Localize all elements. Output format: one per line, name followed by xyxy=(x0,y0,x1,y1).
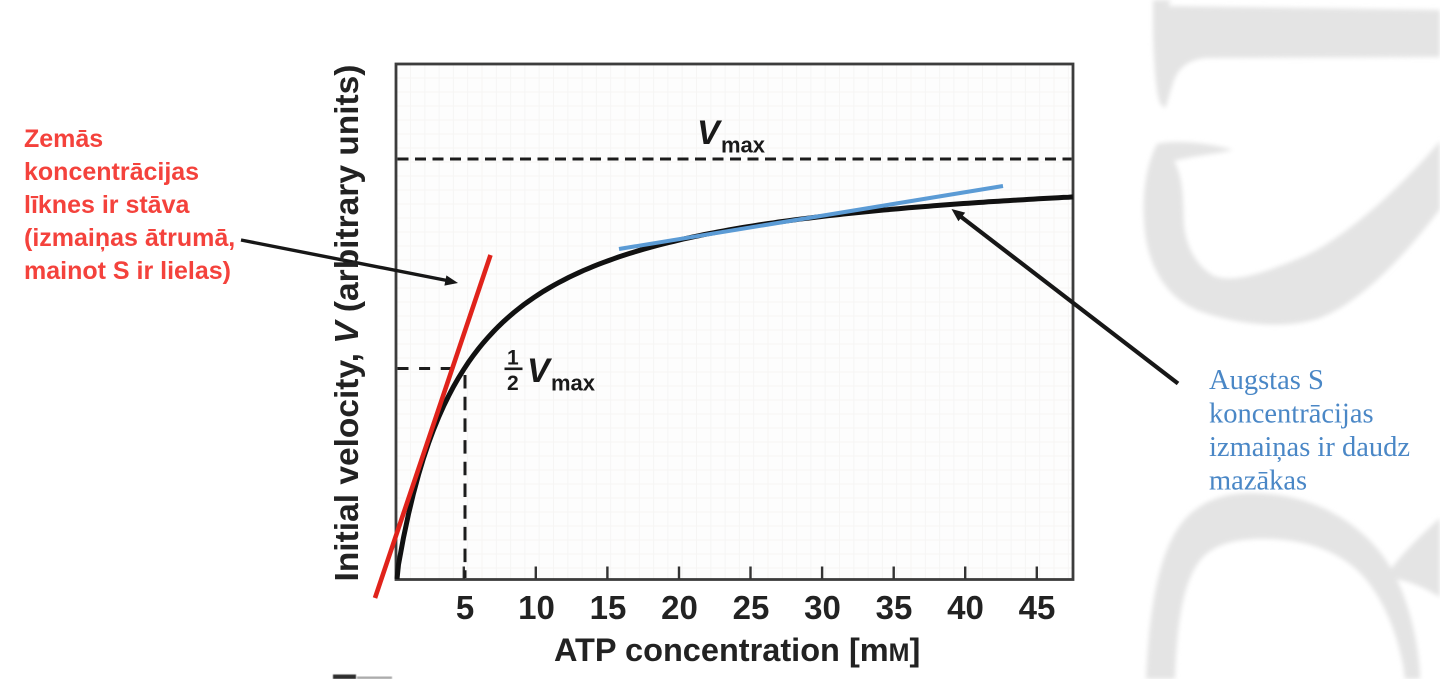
svg-text:40: 40 xyxy=(947,589,984,626)
svg-text:koncentrācijas: koncentrācijas xyxy=(24,158,199,186)
svg-text:Augstas S: Augstas S xyxy=(1209,365,1324,396)
svg-text:45: 45 xyxy=(1019,589,1056,626)
svg-text:25: 25 xyxy=(733,589,770,626)
svg-text:V: V xyxy=(527,352,553,390)
svg-text:max: max xyxy=(551,371,596,396)
svg-text:15: 15 xyxy=(590,589,627,626)
svg-text:2: 2 xyxy=(507,372,519,395)
svg-text:ATP concentration [mM]: ATP concentration [mM] xyxy=(554,632,920,668)
svg-text:35: 35 xyxy=(876,589,913,626)
svg-text:Zemās: Zemās xyxy=(24,125,103,153)
svg-text:mazākas: mazākas xyxy=(1209,466,1307,497)
svg-text:1: 1 xyxy=(507,347,519,370)
svg-text:mainot S ir lielas): mainot S ir lielas) xyxy=(24,257,231,285)
svg-text:20: 20 xyxy=(661,589,698,626)
svg-text:(izmaiņas ātrumā,: (izmaiņas ātrumā, xyxy=(24,224,235,252)
svg-text:5: 5 xyxy=(456,589,474,626)
svg-text:V: V xyxy=(697,114,723,152)
svg-text:līknes ir stāva: līknes ir stāva xyxy=(24,191,190,219)
svg-text:izmaiņas ir daudz: izmaiņas ir daudz xyxy=(1209,432,1410,463)
svg-text:10: 10 xyxy=(518,589,555,626)
svg-text:30: 30 xyxy=(804,589,841,626)
svg-text:Initial velocity, V (arbitrary: Initial velocity, V (arbitrary units) xyxy=(329,65,366,582)
svg-text:max: max xyxy=(721,133,766,158)
svg-text:koncentrācijas: koncentrācijas xyxy=(1209,399,1374,430)
